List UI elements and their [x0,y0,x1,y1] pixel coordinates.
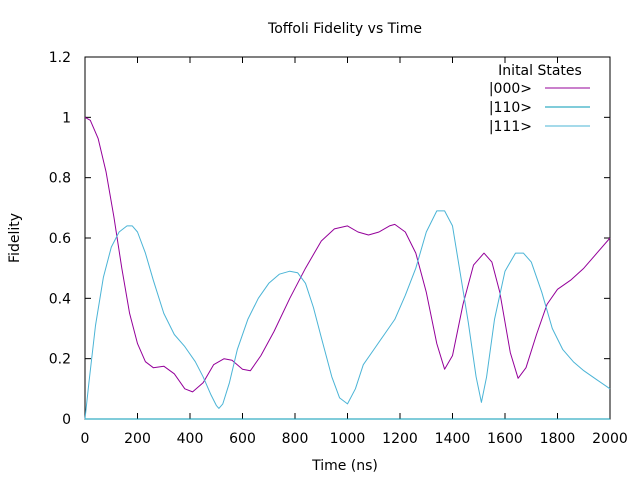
series-line-2 [84,210,611,420]
series-lines [84,116,611,420]
x-tick-label: 1200 [382,431,418,447]
x-tick-label: 800 [282,431,309,447]
y-tick-label: 1.2 [49,50,71,66]
y-tick-label: 0.4 [49,291,71,307]
x-tick-label: 400 [177,431,204,447]
y-tick-label: 0.2 [49,352,71,368]
legend-title: Inital States [498,63,582,79]
x-tick-label: 200 [124,431,151,447]
ticks: 0 200 400 600 800 1000 1200 1400 1600 1800 2000 0 0.… [49,50,628,447]
x-tick-label: 1000 [330,431,366,447]
legend-entries: |000> |110> |111> [489,81,590,135]
x-tick-label: 0 [81,431,90,447]
legend-label: |110> [489,100,532,116]
x-tick-label: 2000 [592,431,628,447]
x-tick-label: 1800 [540,431,576,447]
chart-title: Toffoli Fidelity vs Time [267,21,422,37]
legend: Inital States |000> |110> |111> [489,63,590,135]
legend-label: |111> [489,119,532,135]
y-tick-label: 0.8 [49,171,71,187]
y-tick-label: 0 [62,412,71,428]
x-tick-label: 600 [229,431,256,447]
y-axis-label: Fidelity [7,213,23,263]
legend-label: |000> [489,81,532,97]
x-axis-label: Time (ns) [311,458,378,474]
y-tick-label: 0.6 [49,231,71,247]
y-tick-label: 1 [62,110,71,126]
x-tick-label: 1400 [435,431,471,447]
series-line-0 [84,116,611,393]
x-tick-label: 1600 [487,431,523,447]
